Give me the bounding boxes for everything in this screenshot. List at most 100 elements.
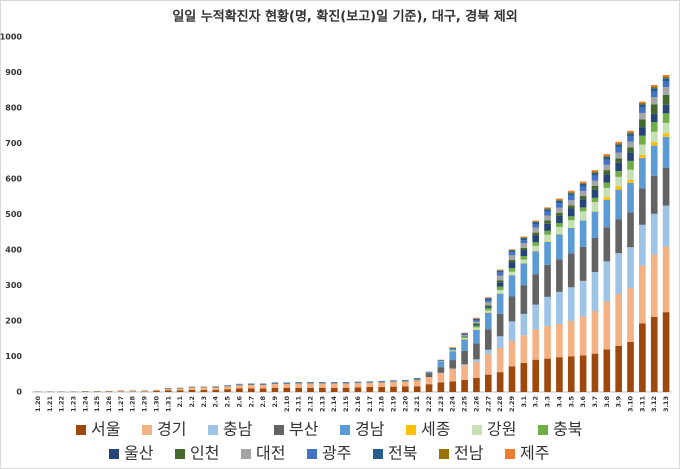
bar-segment bbox=[390, 380, 397, 382]
bar-segment bbox=[544, 241, 551, 265]
bar-segment bbox=[532, 242, 540, 246]
bar-segment bbox=[330, 387, 338, 392]
bar-segment bbox=[627, 179, 634, 183]
bar-segment bbox=[532, 304, 540, 330]
bar-segment bbox=[496, 336, 504, 348]
bar-segment bbox=[461, 350, 468, 365]
bar-segment bbox=[461, 334, 468, 336]
bar-segment bbox=[579, 211, 587, 221]
legend-label: 경기 bbox=[157, 420, 186, 439]
bar-segment bbox=[484, 297, 492, 298]
bar-segment bbox=[627, 152, 634, 161]
bar-segment bbox=[544, 208, 551, 210]
bar-segment bbox=[615, 158, 622, 163]
bar-segment bbox=[259, 384, 267, 389]
bar-segment bbox=[176, 390, 184, 392]
bar-segment bbox=[579, 220, 587, 247]
x-tick-label: 2.28 bbox=[496, 396, 504, 413]
x-tick-label: 2.2 bbox=[188, 396, 196, 408]
x-tick-label: 3.6 bbox=[579, 396, 587, 408]
x-tick-label: 2.26 bbox=[472, 396, 480, 413]
bar-segment bbox=[271, 387, 279, 392]
bar-segment bbox=[508, 249, 516, 250]
bar-segment bbox=[556, 200, 563, 204]
x-tick-label: 1.20 bbox=[34, 396, 42, 413]
x-tick-label: 2.18 bbox=[378, 396, 386, 413]
bar-segment bbox=[627, 287, 634, 342]
bar-segment bbox=[615, 147, 622, 153]
bar-segment bbox=[342, 382, 350, 384]
bar-segment bbox=[591, 189, 599, 198]
legend-label: 부산 bbox=[289, 420, 319, 439]
bar-segment bbox=[212, 387, 220, 390]
bar-segment bbox=[200, 387, 208, 390]
bar-segment bbox=[437, 382, 445, 392]
bar-segment bbox=[200, 389, 208, 392]
bar-segment bbox=[532, 245, 540, 252]
bar-segment bbox=[650, 86, 658, 89]
bar-segment bbox=[639, 107, 646, 113]
bar-segment bbox=[627, 130, 634, 133]
bar-segment bbox=[662, 87, 670, 95]
bar-segment bbox=[556, 226, 563, 235]
bar-segment bbox=[639, 135, 646, 145]
bar-segment bbox=[627, 147, 634, 153]
bar-segment bbox=[532, 221, 540, 225]
bar-segment bbox=[544, 296, 551, 326]
bar-segment bbox=[567, 216, 575, 221]
bar-segment bbox=[627, 169, 634, 180]
bar-segment bbox=[639, 188, 646, 225]
bar-segment bbox=[295, 387, 302, 392]
x-tick-label: 2.7 bbox=[247, 396, 255, 408]
bar-segment bbox=[615, 144, 622, 148]
bar-segment bbox=[556, 323, 563, 358]
bar-segment bbox=[330, 382, 338, 384]
bar-segment bbox=[556, 215, 563, 224]
bar-segment bbox=[271, 383, 279, 388]
bar-segment bbox=[271, 382, 279, 384]
legend-label: 대전 bbox=[256, 444, 285, 463]
bar-segment bbox=[627, 132, 634, 134]
bar-segment bbox=[508, 275, 516, 297]
bar-segment bbox=[627, 182, 634, 213]
bar-segment bbox=[662, 113, 670, 123]
bar-segment bbox=[544, 223, 551, 231]
bar-segment bbox=[627, 160, 634, 170]
bar-segment bbox=[425, 377, 433, 385]
x-tick-label: 2.14 bbox=[330, 396, 338, 413]
bar-segment bbox=[484, 329, 492, 350]
bar-segment bbox=[425, 373, 433, 378]
bar-segment bbox=[615, 253, 622, 295]
bar-segment bbox=[603, 182, 611, 188]
bar-segment bbox=[188, 387, 196, 390]
x-tick-label: 3.9 bbox=[615, 396, 623, 408]
bar-segment bbox=[141, 390, 148, 392]
bar-segment bbox=[567, 321, 575, 357]
bar-segment bbox=[556, 223, 563, 227]
bar-segment bbox=[579, 196, 587, 200]
bar-segment bbox=[473, 318, 480, 321]
bar-segment bbox=[520, 237, 528, 241]
bar-segment bbox=[627, 247, 634, 288]
x-tick-label: 3.4 bbox=[555, 396, 563, 408]
bar-segment bbox=[437, 360, 445, 362]
bar-segment bbox=[556, 259, 563, 292]
bar-segment bbox=[473, 327, 480, 330]
x-tick-label: 3.3 bbox=[544, 396, 552, 408]
legend-swatch bbox=[373, 449, 383, 459]
bar-segment bbox=[354, 382, 362, 383]
bar-segment bbox=[153, 390, 160, 392]
bar-segment bbox=[378, 387, 385, 392]
legend-label: 울산 bbox=[124, 444, 154, 463]
bar-segment bbox=[496, 290, 504, 294]
legend-label: 전북 bbox=[388, 444, 417, 463]
bar-segment bbox=[508, 255, 516, 260]
bar-segment bbox=[544, 209, 551, 212]
bar-segment bbox=[591, 202, 599, 212]
x-tick-label: 2.8 bbox=[259, 396, 267, 408]
bar-segment bbox=[236, 385, 243, 389]
bar-segment bbox=[591, 185, 599, 190]
bar-segment bbox=[544, 230, 551, 235]
bar-segment bbox=[520, 250, 528, 257]
bar-segment bbox=[603, 199, 611, 228]
